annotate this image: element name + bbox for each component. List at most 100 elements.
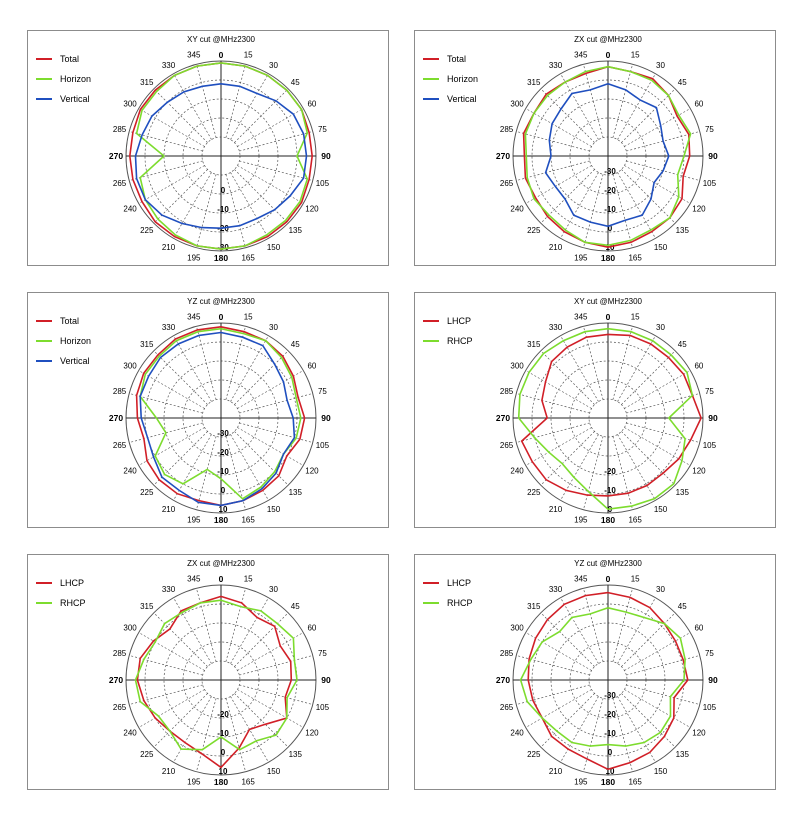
polar-chart-svg: XY cut @MHz2300 0 15 30 45 60 75 90 105 120 135 150… bbox=[36, 35, 331, 263]
angle-tick-label: 180 bbox=[601, 777, 615, 787]
angle-tick-label: 90 bbox=[708, 151, 718, 161]
angle-tick-label: 315 bbox=[140, 78, 154, 87]
polar-chart-panel: XY cut @MHz2300 0 15 30 45 60 75 90 105 120 135 150… bbox=[27, 30, 389, 266]
angle-tick-label: 315 bbox=[527, 602, 541, 611]
grid-spoke bbox=[612, 436, 633, 510]
angle-tick-label: 285 bbox=[500, 387, 514, 396]
angle-tick-label: 150 bbox=[654, 767, 668, 776]
angle-tick-label: 345 bbox=[574, 575, 588, 584]
grid-spoke bbox=[153, 612, 208, 667]
angle-tick-label: 270 bbox=[496, 675, 510, 685]
grid-spoke bbox=[173, 696, 212, 763]
polar-chart-svg: ZX cut @MHz2300 0 15 30 45 60 75 90 105 120 135 150… bbox=[36, 559, 331, 787]
angle-tick-label: 75 bbox=[318, 125, 327, 134]
angle-tick-label: 0 bbox=[606, 312, 611, 322]
angle-tick-label: 165 bbox=[241, 253, 255, 262]
angle-tick-label: 0 bbox=[219, 574, 224, 584]
angle-tick-label: 15 bbox=[631, 575, 640, 584]
radial-tick-label: -10 bbox=[217, 467, 229, 476]
grid-spoke bbox=[138, 427, 205, 466]
grid-spoke bbox=[173, 172, 212, 239]
polar-chart-panel: ZX cut @MHz2300 0 15 30 45 60 75 90 105 120 135 150… bbox=[27, 554, 389, 790]
grid-spoke bbox=[583, 436, 604, 510]
angle-tick-label: 120 bbox=[305, 467, 319, 476]
angle-tick-label: 330 bbox=[162, 61, 176, 70]
angle-tick-label: 135 bbox=[676, 488, 690, 497]
angle-tick-label: 180 bbox=[214, 515, 228, 525]
grid-spoke bbox=[196, 64, 217, 138]
angle-tick-label: 180 bbox=[601, 253, 615, 263]
angle-tick-label: 195 bbox=[187, 777, 201, 786]
angle-tick-label: 135 bbox=[289, 488, 303, 497]
grid-spoke bbox=[621, 612, 676, 667]
angle-tick-label: 240 bbox=[123, 729, 137, 738]
radial-tick-label: -10 bbox=[604, 205, 616, 214]
radial-tick-label: -10 bbox=[604, 729, 616, 738]
angle-tick-label: 240 bbox=[123, 205, 137, 214]
angle-tick-label: 135 bbox=[289, 750, 303, 759]
grid-spoke bbox=[516, 655, 590, 676]
grid-spoke bbox=[129, 393, 203, 414]
grid-spoke bbox=[237, 427, 304, 466]
angle-tick-label: 15 bbox=[631, 313, 640, 322]
radial-tick-label: 10 bbox=[606, 767, 615, 776]
grid-spoke bbox=[234, 88, 289, 143]
angle-tick-label: 60 bbox=[694, 100, 703, 109]
grid-spoke bbox=[239, 684, 313, 705]
series-line-lhcp bbox=[136, 595, 293, 769]
angle-tick-label: 15 bbox=[631, 51, 640, 60]
angle-tick-label: 315 bbox=[527, 340, 541, 349]
grid-spoke bbox=[540, 88, 595, 143]
radial-tick-label: -30 bbox=[217, 243, 229, 252]
grid-spoke bbox=[196, 436, 217, 510]
grid-spoke bbox=[225, 64, 246, 138]
angle-tick-label: 300 bbox=[123, 624, 137, 633]
angle-tick-label: 300 bbox=[123, 362, 137, 371]
angle-tick-label: 165 bbox=[628, 253, 642, 262]
angle-tick-label: 45 bbox=[678, 340, 687, 349]
grid-spoke bbox=[129, 160, 203, 181]
angle-tick-label: 300 bbox=[510, 362, 524, 371]
angle-tick-label: 210 bbox=[549, 505, 563, 514]
angle-tick-label: 195 bbox=[574, 777, 588, 786]
angle-tick-label: 195 bbox=[187, 253, 201, 262]
legend-label: Total bbox=[60, 316, 79, 326]
grid-spoke bbox=[540, 612, 595, 667]
angle-tick-label: 15 bbox=[244, 575, 253, 584]
angle-tick-label: 180 bbox=[601, 515, 615, 525]
polar-chart-svg: XY cut @MHz2300 0 15 30 45 60 75 90 105 120 135 150… bbox=[423, 297, 718, 525]
radial-tick-label: -20 bbox=[604, 710, 616, 719]
grid-spoke bbox=[560, 73, 599, 140]
grid-spoke bbox=[196, 698, 217, 772]
radial-tick-label: 10 bbox=[219, 505, 228, 514]
radial-tick-label: -10 bbox=[604, 486, 616, 495]
angle-tick-label: 225 bbox=[527, 488, 541, 497]
series-line-rhcp bbox=[134, 599, 298, 751]
legend-label: Horizon bbox=[60, 74, 91, 84]
angle-tick-label: 210 bbox=[162, 505, 176, 514]
angle-tick-label: 75 bbox=[318, 649, 327, 658]
grid-spoke bbox=[153, 431, 208, 486]
angle-tick-label: 265 bbox=[113, 703, 127, 712]
grid-spoke bbox=[560, 172, 599, 239]
angle-tick-label: 90 bbox=[321, 151, 331, 161]
radial-tick-label: -30 bbox=[604, 691, 616, 700]
grid-spoke bbox=[583, 588, 604, 662]
grid-spoke bbox=[237, 689, 304, 728]
grid-spoke bbox=[234, 693, 289, 748]
grid-spoke bbox=[583, 64, 604, 138]
angle-tick-label: 345 bbox=[187, 575, 201, 584]
angle-tick-label: 30 bbox=[656, 61, 665, 70]
angle-tick-label: 225 bbox=[527, 750, 541, 759]
angle-tick-label: 90 bbox=[321, 675, 331, 685]
angle-tick-label: 330 bbox=[162, 585, 176, 594]
polar-chart-panel: YZ cut @MHz2300 0 15 30 45 60 75 90 105 120 135 150… bbox=[27, 292, 389, 528]
angle-tick-label: 180 bbox=[214, 253, 228, 263]
grid-spoke bbox=[624, 370, 691, 409]
angle-tick-label: 285 bbox=[500, 125, 514, 134]
angle-tick-label: 150 bbox=[267, 243, 281, 252]
grid-spoke bbox=[626, 393, 700, 414]
polar-chart-panel: YZ cut @MHz2300 0 15 30 45 60 75 90 105 120 135 150… bbox=[414, 554, 776, 790]
angle-tick-label: 345 bbox=[187, 313, 201, 322]
radial-tick-label: 10 bbox=[219, 767, 228, 776]
